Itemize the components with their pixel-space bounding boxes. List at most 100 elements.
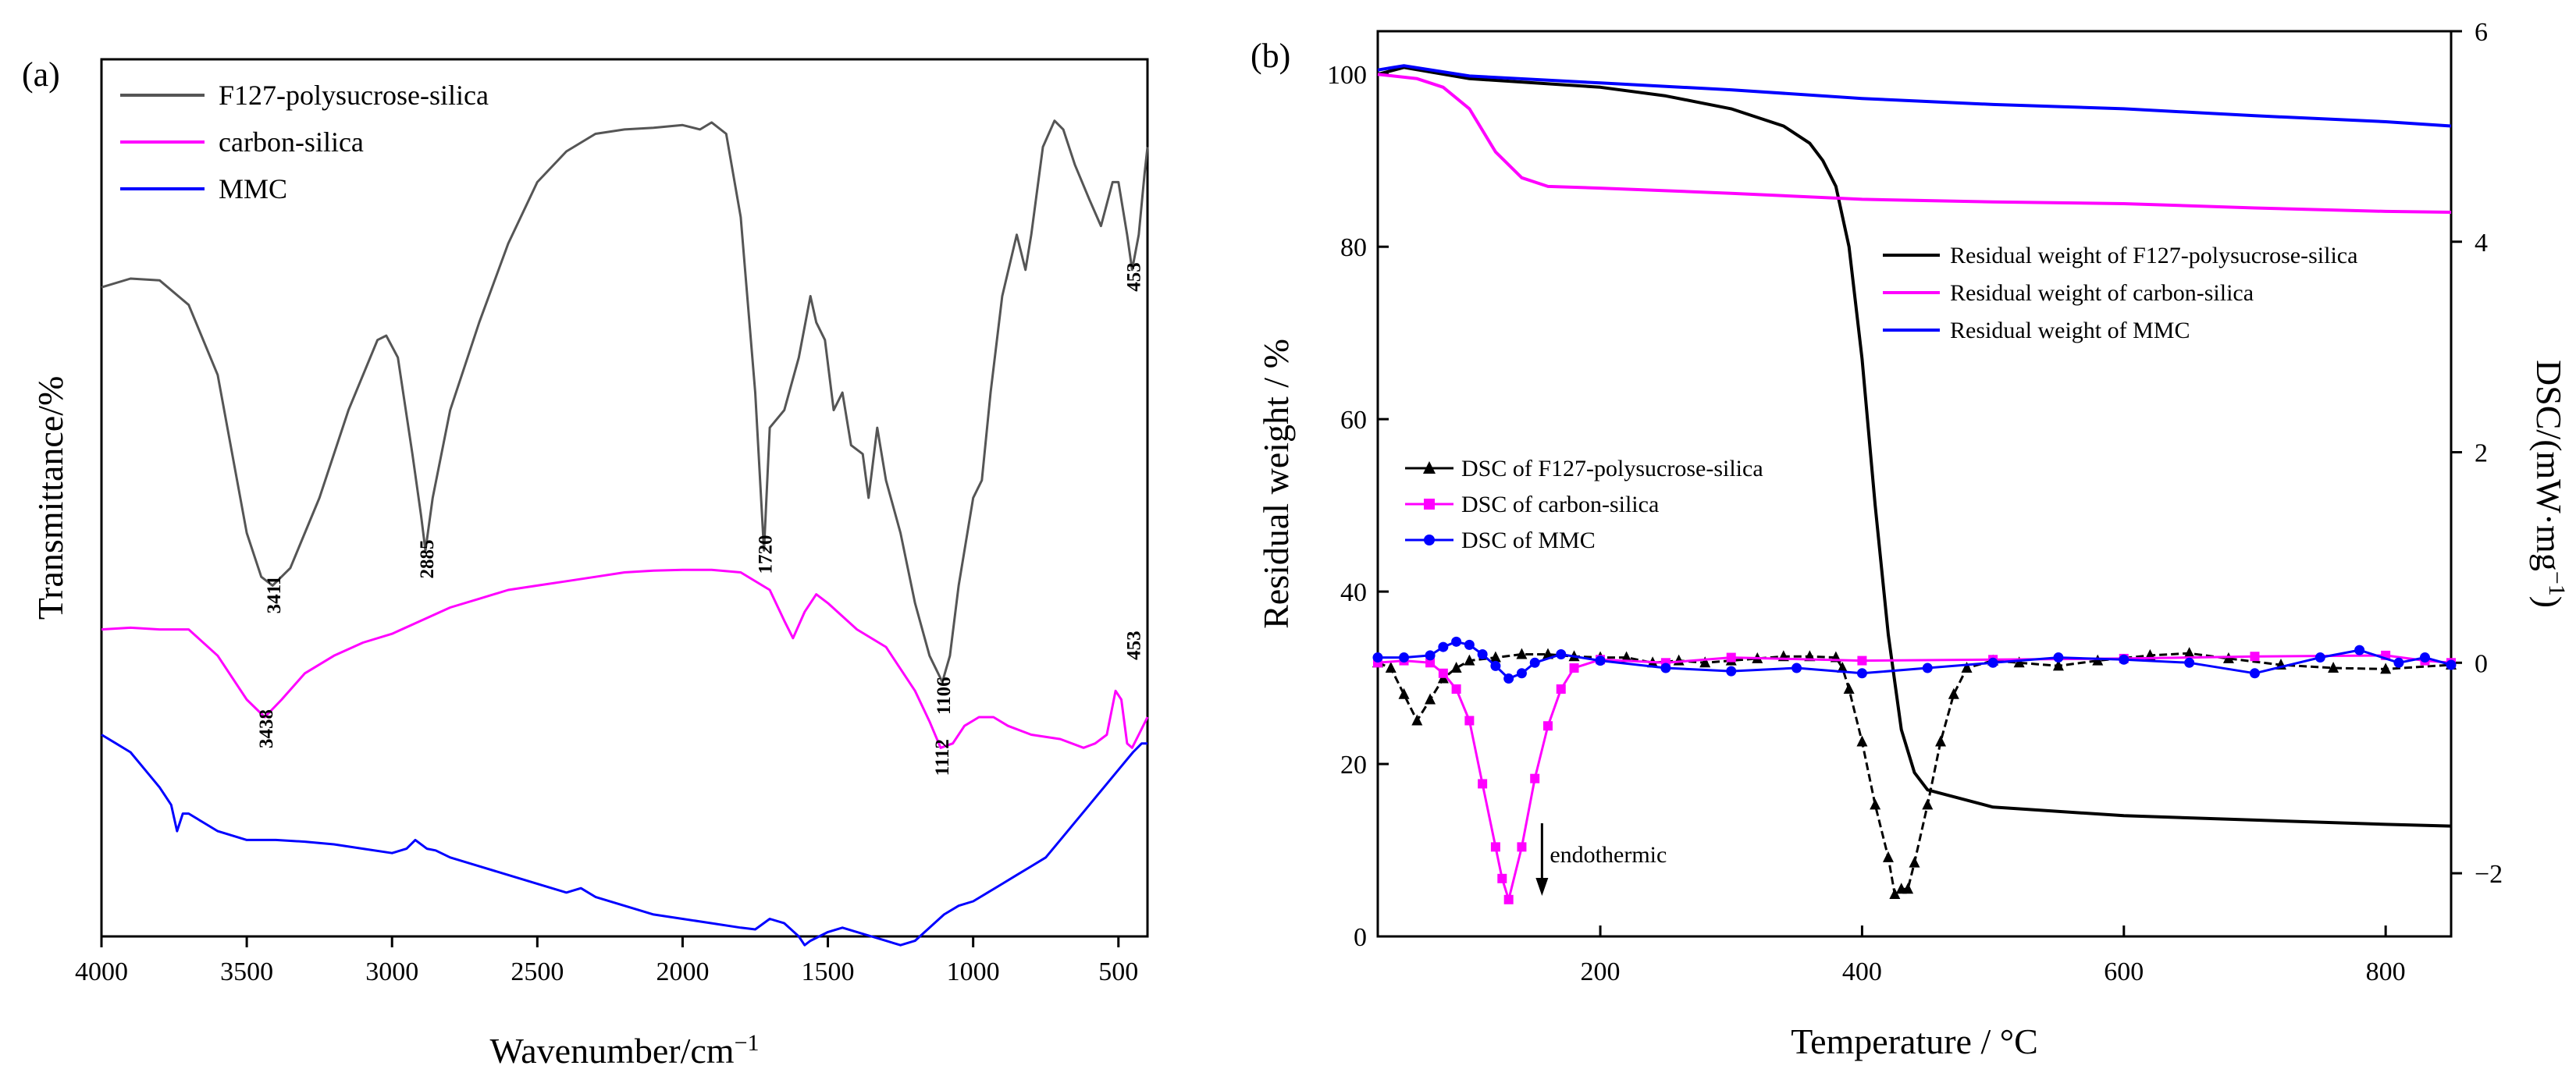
dsc-marker	[1542, 721, 1553, 731]
y-axis-label-a: Transmittance/%	[30, 376, 70, 620]
dsc-line	[1378, 640, 2452, 680]
legend-label-a: MMC	[219, 173, 287, 204]
plot-frame-b	[1376, 30, 2453, 938]
dsc-marker	[1451, 684, 1461, 695]
dsc-marker	[1385, 662, 1397, 673]
panel-b: 200 400 600 800 0 20 40 60 80 100 −2 0 2 4 6 Temperatur…	[1251, 18, 2570, 1061]
dsc-marker	[2013, 656, 2025, 668]
x-axis-label-b: Temperature / °C	[1791, 1021, 2038, 1061]
dsc-marker	[1909, 856, 1920, 868]
x-axis-label-a-sup: −1	[735, 1030, 760, 1056]
dsc-marker	[1948, 687, 1959, 699]
dsc-marker	[1556, 684, 1566, 695]
y-tick-label-b: 40	[1340, 578, 1367, 607]
x-tick-label-b: 800	[2366, 957, 2406, 986]
x-tick-label-b: 400	[1842, 957, 1882, 986]
peak-label: 453	[1123, 631, 1144, 660]
dsc-marker	[2393, 657, 2404, 668]
dsc-marker	[2380, 663, 2392, 674]
dsc-marker	[1516, 668, 1527, 679]
dsc-marker	[1438, 668, 1448, 678]
legend-label-tg: Residual weight of MMC	[1950, 318, 2190, 343]
peak-label: 1112	[932, 739, 953, 776]
legend-label-dsc: DSC of carbon-silica	[1461, 492, 1659, 517]
y2-axis-label-b-end: )	[2529, 596, 2569, 608]
legend-label-a: F127-polysucrose-silica	[219, 80, 489, 111]
y-tick-label-b: 0	[1354, 923, 1367, 952]
y2-axis-label-b-sup: −1	[2544, 571, 2570, 596]
x-tick-label-a: 500	[1098, 957, 1138, 986]
y-tick-label-b: 60	[1340, 406, 1367, 435]
dsc-marker	[1464, 716, 1475, 726]
panel-a: 4000 3500 3000 2500 2000 1500 1000 500 Wavenumbe…	[22, 55, 1149, 1071]
dsc-marker	[1399, 652, 1410, 663]
peak-label: 453	[1123, 262, 1144, 292]
dsc-marker	[1791, 663, 1802, 673]
legend-marker-dsc	[1424, 499, 1435, 510]
peak-label: 3438	[256, 709, 277, 748]
dsc-marker	[1450, 662, 1462, 673]
dsc-marker	[1478, 779, 1488, 789]
x-tick-label-a: 1500	[802, 957, 855, 986]
dsc-marker	[1569, 663, 1579, 673]
dsc-marker	[1451, 636, 1462, 647]
dsc-marker	[1503, 673, 1514, 684]
dsc-marker	[1726, 666, 1737, 677]
legend-label-tg: Residual weight of F127-polysucrose-sili…	[1950, 243, 2357, 268]
dsc-marker	[1726, 652, 1736, 663]
x-tick-label-a: 2000	[656, 957, 709, 986]
dsc-marker	[1556, 649, 1567, 660]
dsc-marker	[1425, 650, 1436, 661]
dsc-marker	[1464, 654, 1475, 666]
dsc-marker	[1856, 668, 1867, 679]
series-line-MMC	[101, 734, 1147, 947]
x-tick-label-b: 200	[1581, 957, 1621, 986]
dsc-marker	[2119, 654, 2129, 665]
x-axis-label-a: Wavenumber/cm−1	[490, 1030, 760, 1071]
dsc-marker	[1490, 660, 1501, 671]
dsc-marker	[1870, 798, 1881, 810]
peak-label: 3411	[264, 576, 285, 614]
dsc-marker	[1516, 648, 1528, 659]
dsc-marker	[1530, 773, 1540, 783]
dsc-marker	[1837, 662, 1848, 673]
dsc-marker	[1411, 714, 1423, 726]
y2-tick-label-b: −2	[2475, 860, 2503, 889]
dsc-marker	[2184, 657, 2195, 668]
tg-line	[1377, 64, 2452, 128]
legend-marker-dsc	[1424, 535, 1435, 545]
dsc-marker	[1987, 657, 1998, 668]
y2-tick-label-b: 4	[2475, 229, 2488, 258]
dsc-marker	[1660, 663, 1671, 673]
dsc-marker	[2446, 659, 2457, 670]
plot-frame-a	[100, 58, 1149, 938]
dsc-marker	[1699, 656, 1711, 668]
y-tick-label-b: 100	[1327, 61, 1367, 90]
x-tick-label-a: 3000	[365, 957, 418, 986]
dsc-marker	[1542, 648, 1553, 659]
y2-tick-label-b: 0	[2475, 649, 2488, 678]
dsc-marker	[1438, 641, 1449, 652]
dsc-marker	[1882, 851, 1894, 862]
endothermic-label: endothermic	[1550, 842, 1667, 868]
dsc-marker	[1621, 651, 1632, 663]
peak-label: 1720	[756, 535, 777, 574]
y2-tick-label-b: 6	[2475, 18, 2488, 47]
legend-label-dsc: DSC of F127-polysucrose-silica	[1461, 456, 1763, 481]
legend-label-a: carbon-silica	[219, 126, 364, 158]
tg-line	[1377, 73, 2452, 214]
peak-label: 1106	[934, 677, 955, 715]
dsc-marker	[1857, 655, 1867, 666]
dsc-marker	[1489, 651, 1501, 663]
endothermic-arrow-head	[1535, 878, 1549, 896]
y-tick-label-b: 20	[1340, 751, 1367, 780]
dsc-marker	[1425, 693, 1436, 705]
dsc-marker	[1961, 662, 1973, 673]
dsc-marker	[1464, 639, 1475, 650]
dsc-marker	[2328, 662, 2339, 673]
dsc-marker	[1425, 658, 1436, 668]
dsc-marker	[2052, 659, 2064, 671]
dsc-marker	[2419, 652, 2430, 663]
dsc-marker	[1856, 735, 1868, 747]
